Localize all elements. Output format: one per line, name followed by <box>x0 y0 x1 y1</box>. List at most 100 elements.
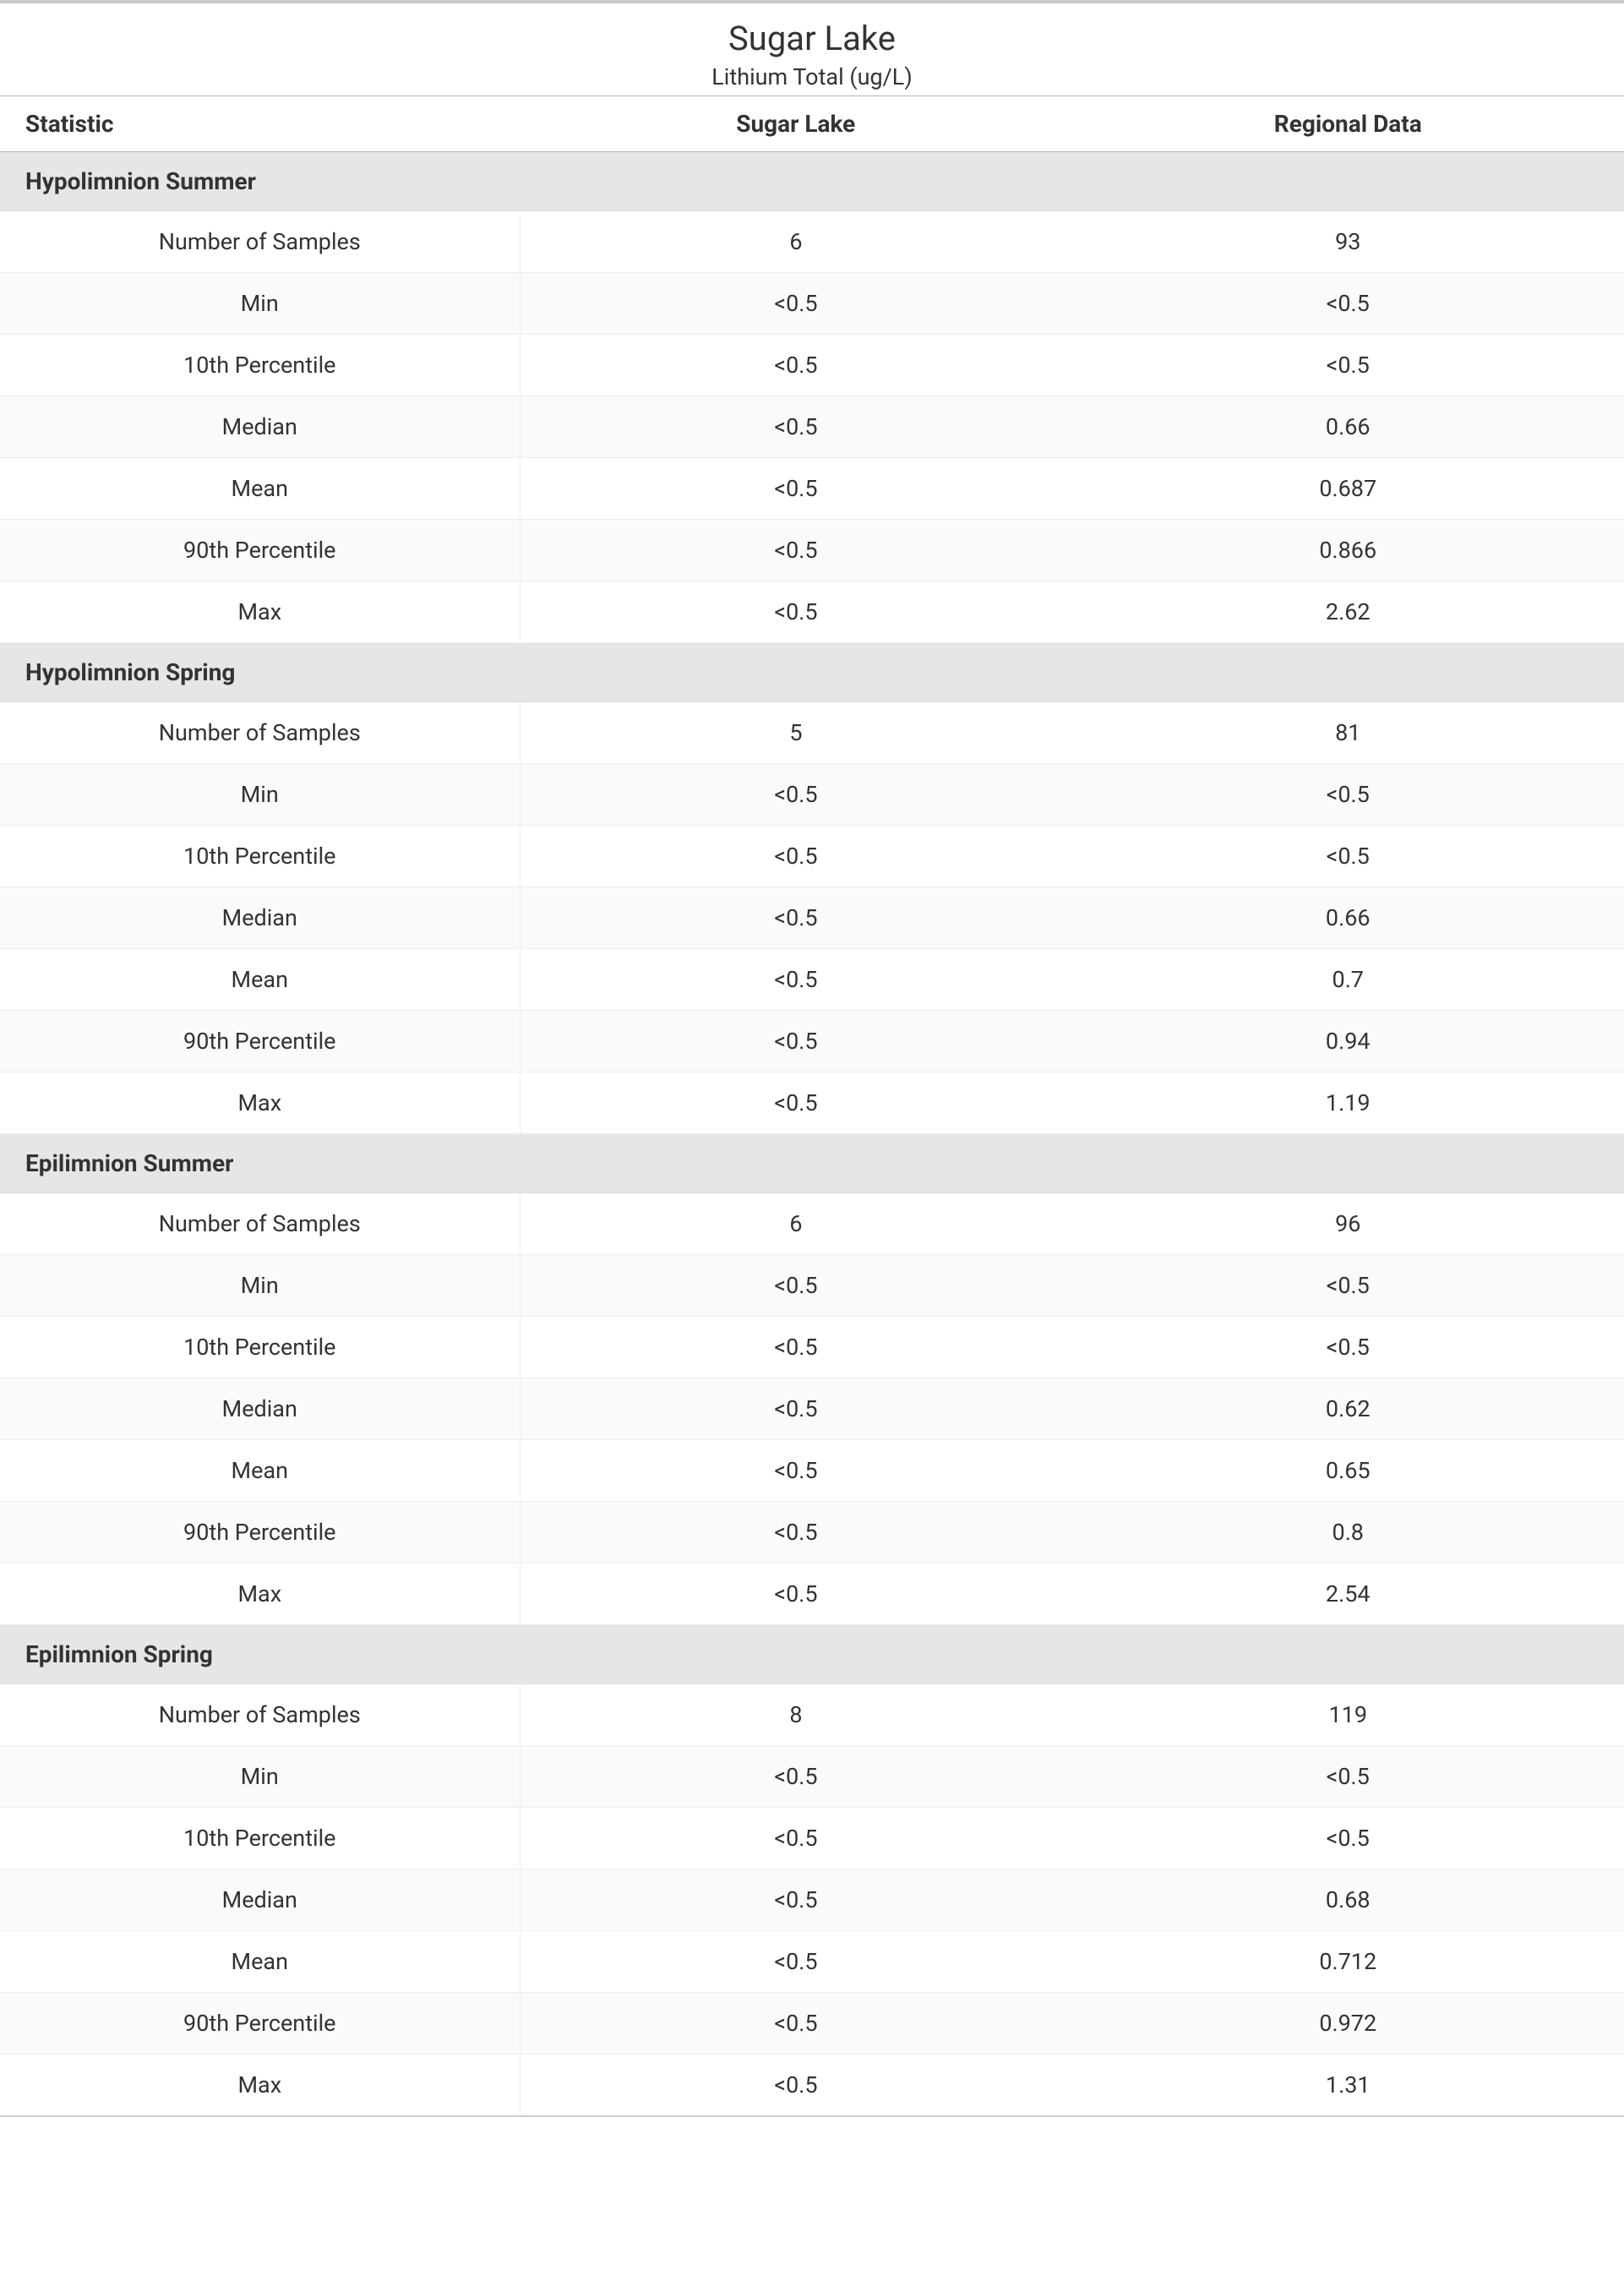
stat-value-regional: <0.5 <box>1072 273 1624 335</box>
section-title: Hypolimnion Summer <box>0 152 1624 211</box>
table-row: Min<0.5<0.5 <box>0 273 1624 335</box>
stat-value-sugar-lake: <0.5 <box>520 2054 1071 2117</box>
table-row: Mean<0.50.65 <box>0 1440 1624 1502</box>
table-row: 10th Percentile<0.5<0.5 <box>0 1317 1624 1378</box>
stat-value-sugar-lake: 8 <box>520 1684 1071 1746</box>
stat-label: Max <box>0 1563 520 1625</box>
stat-label: 10th Percentile <box>0 1317 520 1378</box>
stat-value-regional: 96 <box>1072 1193 1624 1255</box>
stat-value-sugar-lake: 6 <box>520 1193 1071 1255</box>
table-row: Number of Samples696 <box>0 1193 1624 1255</box>
stat-value-regional: 0.972 <box>1072 1993 1624 2054</box>
stat-value-regional: 119 <box>1072 1684 1624 1746</box>
stat-label: Min <box>0 273 520 335</box>
stat-label: Number of Samples <box>0 1684 520 1746</box>
stat-label: Median <box>0 396 520 458</box>
stat-value-sugar-lake: <0.5 <box>520 1808 1071 1869</box>
stat-value-regional: 2.62 <box>1072 581 1624 643</box>
stat-value-regional: 2.54 <box>1072 1563 1624 1625</box>
table-row: Min<0.5<0.5 <box>0 1255 1624 1317</box>
stat-label: 90th Percentile <box>0 1502 520 1563</box>
table-row: 10th Percentile<0.5<0.5 <box>0 335 1624 396</box>
table-row: Min<0.5<0.5 <box>0 764 1624 826</box>
table-row: 10th Percentile<0.5<0.5 <box>0 1808 1624 1869</box>
report-container: Sugar Lake Lithium Total (ug/L) Statisti… <box>0 0 1624 2117</box>
table-row: Number of Samples693 <box>0 211 1624 273</box>
stat-value-regional: 0.68 <box>1072 1869 1624 1931</box>
table-row: Min<0.5<0.5 <box>0 1746 1624 1808</box>
report-subtitle: Lithium Total (ug/L) <box>0 63 1624 90</box>
col-header-regional: Regional Data <box>1072 96 1624 152</box>
stat-value-regional: 0.687 <box>1072 458 1624 520</box>
stat-label: 90th Percentile <box>0 1993 520 2054</box>
table-row: Median<0.50.66 <box>0 887 1624 949</box>
section-title: Hypolimnion Spring <box>0 643 1624 702</box>
stat-value-sugar-lake: <0.5 <box>520 273 1071 335</box>
col-header-sugar-lake: Sugar Lake <box>520 96 1071 152</box>
stat-label: 10th Percentile <box>0 1808 520 1869</box>
table-row: 90th Percentile<0.50.94 <box>0 1011 1624 1072</box>
stat-value-regional: <0.5 <box>1072 1317 1624 1378</box>
stat-value-sugar-lake: <0.5 <box>520 1993 1071 2054</box>
stat-value-sugar-lake: <0.5 <box>520 396 1071 458</box>
stat-value-regional: 0.66 <box>1072 396 1624 458</box>
stat-label: 90th Percentile <box>0 1011 520 1072</box>
table-row: Number of Samples581 <box>0 702 1624 764</box>
table-row: 90th Percentile<0.50.972 <box>0 1993 1624 2054</box>
stat-value-sugar-lake: 6 <box>520 211 1071 273</box>
stat-label: Number of Samples <box>0 211 520 273</box>
stat-label: Mean <box>0 1440 520 1502</box>
stat-value-sugar-lake: <0.5 <box>520 826 1071 887</box>
stat-value-regional: 0.8 <box>1072 1502 1624 1563</box>
stat-value-sugar-lake: <0.5 <box>520 1011 1071 1072</box>
table-row: Max<0.52.62 <box>0 581 1624 643</box>
stat-label: Max <box>0 581 520 643</box>
stat-value-sugar-lake: 5 <box>520 702 1071 764</box>
stat-label: Mean <box>0 1931 520 1993</box>
stat-value-regional: <0.5 <box>1072 1808 1624 1869</box>
stat-label: Number of Samples <box>0 702 520 764</box>
stat-value-sugar-lake: <0.5 <box>520 1255 1071 1317</box>
stat-value-regional: 0.62 <box>1072 1378 1624 1440</box>
stat-value-sugar-lake: <0.5 <box>520 1869 1071 1931</box>
stat-label: Mean <box>0 458 520 520</box>
stat-label: Min <box>0 1746 520 1808</box>
stat-value-regional: <0.5 <box>1072 826 1624 887</box>
statistics-table: Statistic Sugar Lake Regional Data Hypol… <box>0 95 1624 2117</box>
section-header-row: Hypolimnion Summer <box>0 152 1624 211</box>
stat-value-sugar-lake: <0.5 <box>520 458 1071 520</box>
stat-value-regional: 0.866 <box>1072 520 1624 581</box>
stat-value-regional: 0.7 <box>1072 949 1624 1011</box>
table-row: Mean<0.50.687 <box>0 458 1624 520</box>
stat-label: Number of Samples <box>0 1193 520 1255</box>
stat-value-sugar-lake: <0.5 <box>520 335 1071 396</box>
section-title: Epilimnion Spring <box>0 1625 1624 1684</box>
section-header-row: Epilimnion Spring <box>0 1625 1624 1684</box>
table-header-row: Statistic Sugar Lake Regional Data <box>0 96 1624 152</box>
stat-value-regional: <0.5 <box>1072 1255 1624 1317</box>
section-header-row: Epilimnion Summer <box>0 1134 1624 1193</box>
table-row: 90th Percentile<0.50.866 <box>0 520 1624 581</box>
stat-value-regional: 0.94 <box>1072 1011 1624 1072</box>
stat-value-sugar-lake: <0.5 <box>520 887 1071 949</box>
report-title: Sugar Lake <box>0 19 1624 58</box>
table-row: 90th Percentile<0.50.8 <box>0 1502 1624 1563</box>
stat-value-sugar-lake: <0.5 <box>520 1440 1071 1502</box>
section-title: Epilimnion Summer <box>0 1134 1624 1193</box>
table-row: Mean<0.50.712 <box>0 1931 1624 1993</box>
stat-label: 10th Percentile <box>0 335 520 396</box>
stat-value-regional: 0.66 <box>1072 887 1624 949</box>
stat-label: 10th Percentile <box>0 826 520 887</box>
title-block: Sugar Lake Lithium Total (ug/L) <box>0 3 1624 95</box>
stat-label: Min <box>0 1255 520 1317</box>
table-row: Median<0.50.66 <box>0 396 1624 458</box>
stat-value-regional: <0.5 <box>1072 335 1624 396</box>
stat-value-regional: <0.5 <box>1072 764 1624 826</box>
stat-value-regional: 0.712 <box>1072 1931 1624 1993</box>
stat-value-sugar-lake: <0.5 <box>520 1317 1071 1378</box>
stat-value-sugar-lake: <0.5 <box>520 1072 1071 1134</box>
stat-label: 90th Percentile <box>0 520 520 581</box>
stat-value-regional: <0.5 <box>1072 1746 1624 1808</box>
stat-label: Min <box>0 764 520 826</box>
stat-value-sugar-lake: <0.5 <box>520 1502 1071 1563</box>
